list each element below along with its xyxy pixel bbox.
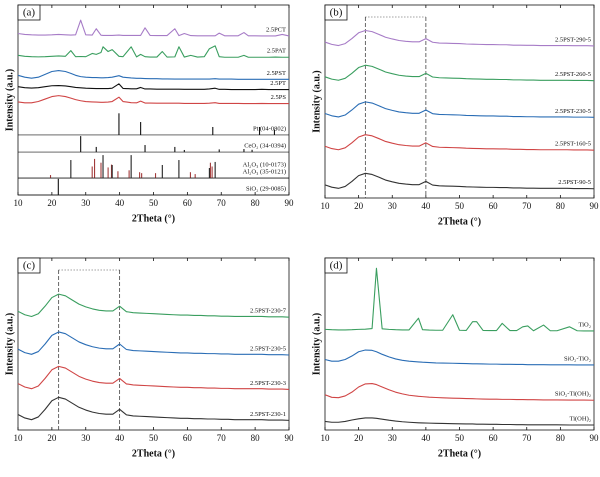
series-label: 2.5PST (267, 70, 286, 77)
series-line (324, 101, 595, 118)
series-line (17, 45, 289, 58)
x-tick-label: 90 (590, 201, 600, 211)
series-label: 2.5PST-230-3 (250, 380, 286, 387)
panel-label: (b) (330, 7, 343, 19)
series-label: 2.5PST-160-5 (555, 141, 591, 148)
series-line (17, 331, 290, 356)
pattern-label: Pt (04-0802) (253, 125, 286, 132)
y-axis-title: Intensity (a.u.) (4, 313, 15, 376)
x-tick-label: 30 (81, 433, 91, 443)
x-tick-label: 30 (388, 433, 398, 443)
series-line (17, 396, 290, 421)
series-label: 2.5PST-230-1 (250, 411, 286, 418)
x-tick-label: 30 (388, 201, 398, 211)
x-axis-title: 2Theta (°) (438, 448, 481, 459)
series-label: 2.5PT (270, 80, 286, 87)
x-tick-label: 20 (354, 201, 364, 211)
series-line (324, 134, 595, 151)
x-tick-label: 70 (217, 198, 227, 208)
series-label: 2.5PST-90-5 (558, 179, 591, 186)
x-tick-label: 20 (47, 198, 57, 208)
pattern-label: SiO₂ (29-0085) (246, 185, 286, 192)
series-line (17, 70, 289, 80)
x-tick-label: 40 (421, 433, 431, 443)
x-axis-title: 2Theta (°) (132, 213, 175, 224)
x-tick-label: 70 (522, 433, 532, 443)
x-tick-label: 80 (556, 433, 566, 443)
x-tick-label: 70 (217, 433, 227, 443)
panel-label-box (324, 257, 348, 274)
series-line (324, 64, 595, 82)
x-tick-label: 30 (81, 198, 91, 208)
plot-frame (324, 257, 595, 431)
series-label: SiO₂-Ti(OH)₂ (555, 391, 591, 398)
panel: 10 20 30 40 50 60 70 80 90 2Theta (°) Intensity (a… (4, 4, 295, 224)
y-axis-title: Intensity (a.u.) (311, 313, 322, 376)
x-tick-label: 20 (47, 433, 57, 443)
x-tick-label: 60 (489, 433, 499, 443)
panel-label: (c) (23, 260, 36, 272)
series-label: 2.5PAT (267, 48, 286, 55)
series-label: 2.5PST-230-5 (250, 345, 286, 352)
x-tick-label: 50 (455, 201, 465, 211)
x-tick-label: 60 (183, 433, 193, 443)
x-tick-label: 20 (354, 433, 364, 443)
y-axis-title: Intensity (a.u.) (311, 70, 322, 133)
x-tick-label: 40 (421, 201, 431, 211)
series-line (324, 417, 594, 426)
series-line (17, 293, 290, 318)
series-line (324, 383, 595, 401)
series-label: 2.5PST-230-7 (250, 308, 287, 315)
pattern-label: Al₂O₃ (35-0121) (243, 169, 286, 176)
series-line (324, 349, 594, 366)
y-axis-title: Intensity (a.u.) (4, 69, 15, 132)
panel: 10 20 30 40 50 60 70 80 90 2Theta (°) Intensity (a… (311, 257, 600, 459)
series-label: 2.5PS (271, 94, 287, 101)
series-label: 2.5PST-230-5 (555, 108, 591, 115)
x-tick-label: 40 (115, 433, 125, 443)
series-line (17, 83, 289, 91)
x-tick-label: 10 (14, 198, 24, 208)
panel-label-box (17, 4, 41, 21)
series-line (17, 95, 289, 105)
x-tick-label: 50 (149, 433, 159, 443)
panel-label: (d) (330, 260, 343, 272)
x-tick-label: 50 (149, 198, 159, 208)
series-line (324, 172, 595, 190)
x-tick-label: 10 (321, 433, 331, 443)
series-line (324, 267, 594, 332)
series-label: 2.5PST-290-5 (555, 36, 591, 43)
x-tick-label: 10 (14, 433, 24, 443)
x-tick-label: 60 (489, 201, 499, 211)
x-tick-label: 10 (321, 201, 331, 211)
x-tick-label: 50 (455, 433, 465, 443)
x-tick-label: 90 (285, 433, 295, 443)
series-label: 2.5PCT (266, 26, 286, 33)
panel-label-box (17, 257, 41, 274)
x-tick-label: 60 (183, 198, 193, 208)
x-axis-title: 2Theta (°) (132, 448, 175, 459)
series-line (324, 29, 595, 47)
x-tick-label: 80 (251, 198, 261, 208)
panel-label: (a) (23, 7, 36, 19)
panel-label-box (324, 4, 348, 21)
x-tick-label: 70 (522, 201, 532, 211)
pattern-label: CeO₂ (34-0394) (244, 143, 286, 150)
x-tick-label: 90 (590, 433, 600, 443)
series-line (17, 19, 290, 37)
series-label: 2.5PST-260-5 (555, 71, 591, 78)
series-label: Ti(OH)₂ (569, 415, 591, 422)
x-tick-label: 80 (251, 433, 261, 443)
x-axis-title: 2Theta (°) (438, 216, 481, 227)
x-tick-label: 90 (285, 198, 295, 208)
pattern-label: Al₂O₃ (10-0173) (243, 162, 286, 169)
x-tick-label: 40 (115, 198, 125, 208)
panel: 10 20 30 40 50 60 70 80 90 2Theta (°) Intensity (a… (311, 4, 600, 227)
panel: 10 20 30 40 50 60 70 80 90 2Theta (°) Intensity (a… (4, 257, 295, 459)
series-label: SiO₂-TiO₂ (564, 355, 591, 362)
x-tick-label: 80 (556, 201, 566, 211)
series-line (17, 365, 290, 390)
series-label: TiO₂ (578, 321, 591, 328)
